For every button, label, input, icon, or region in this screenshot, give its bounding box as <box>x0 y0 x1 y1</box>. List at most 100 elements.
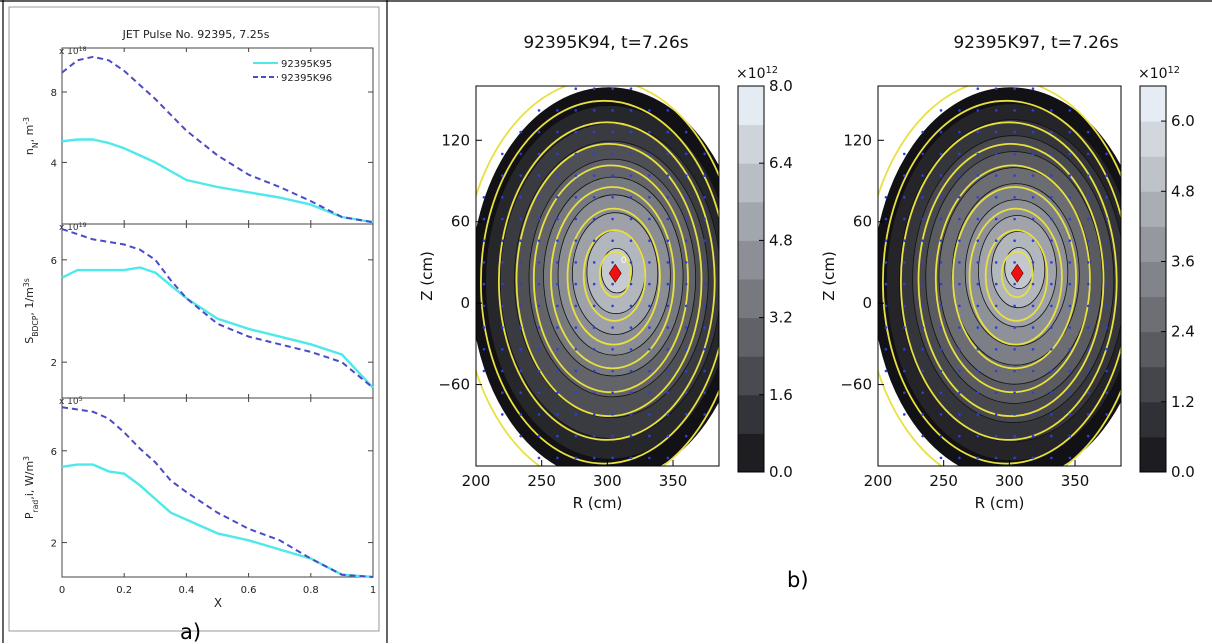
pixel-dot <box>1086 369 1090 373</box>
pixel-dot <box>501 348 504 351</box>
pixel-dot <box>884 369 888 373</box>
pixel-dot <box>994 413 998 416</box>
pixel-dot <box>501 304 504 308</box>
pixel-dot <box>611 413 614 416</box>
pixel-dot <box>939 239 943 242</box>
colorbar-segment <box>1140 366 1166 403</box>
series-line-92395K96 <box>61 406 374 578</box>
pixel-dot <box>648 217 651 221</box>
pixel-dot <box>684 217 688 221</box>
pixel-dot <box>556 326 559 329</box>
pixel-dot <box>1031 152 1035 156</box>
pixel-dot <box>958 456 961 460</box>
pixel-dot <box>629 304 633 308</box>
flux-surface <box>899 121 1118 441</box>
pixel-dot <box>666 434 670 438</box>
pixel-dot <box>939 196 943 199</box>
pixel-dot <box>994 456 998 460</box>
pixel-dot <box>921 304 924 308</box>
pixel-dot <box>537 239 541 242</box>
pixel-dot <box>592 239 596 242</box>
colorbar-segment <box>738 124 764 164</box>
colorbar-segment <box>1140 191 1166 227</box>
pixel-dot <box>958 282 961 286</box>
pixel-dot <box>648 369 651 373</box>
pixel-dot <box>666 196 670 199</box>
colorbar-frame <box>1139 85 1167 473</box>
pixel-dot <box>629 369 633 373</box>
y-multiplier: x 1019 <box>59 222 87 234</box>
pixel-dot <box>519 391 522 395</box>
pixel-dot <box>1013 152 1016 156</box>
pixel-dot <box>556 304 559 308</box>
colorbar-tick-label: 2.4 <box>1171 323 1195 341</box>
pixel-dot <box>976 413 980 416</box>
pixel-dot <box>592 282 596 286</box>
pixel-dot <box>519 239 522 242</box>
pixel-dot <box>666 369 670 373</box>
pixel-dot <box>1050 369 1053 373</box>
pixel-dot <box>648 434 651 438</box>
pixel-dot <box>1068 369 1072 373</box>
pixel-dot <box>611 282 614 286</box>
pixel-dot <box>482 217 486 221</box>
pixel-dot <box>1013 326 1016 329</box>
pixel-dot <box>574 109 578 112</box>
pixel-dot <box>629 391 633 395</box>
pixel-dot <box>629 87 633 90</box>
pixel-dot <box>976 109 980 112</box>
pixel-dot <box>994 130 998 134</box>
pixel-dot <box>684 348 688 351</box>
pixel-dot <box>537 413 541 416</box>
colorbar-segment <box>1140 261 1166 298</box>
pixel-dot <box>666 239 670 242</box>
pixel-dot <box>939 434 943 438</box>
pixel-dot <box>1105 261 1108 264</box>
pixel-dot <box>1050 413 1053 416</box>
pixel-dot <box>1068 174 1072 177</box>
pixel-dot <box>519 174 522 177</box>
pixel-dot <box>1105 282 1108 286</box>
colorbar-segment <box>1140 121 1166 157</box>
pixel-dot <box>574 456 578 460</box>
pixel-dot <box>976 239 980 242</box>
pixel-dot <box>1031 434 1035 438</box>
pixel-dot <box>537 196 541 199</box>
series-line-92395K95 <box>61 266 374 389</box>
pixel-dot <box>1068 261 1072 264</box>
pixel-dot <box>1068 239 1072 242</box>
pixel-dot <box>958 434 961 438</box>
pixel-dot <box>611 196 614 199</box>
pixel-dot <box>556 174 559 177</box>
pixel-dot <box>903 196 906 199</box>
axes-box-3 <box>61 397 374 578</box>
pixel-dot <box>958 239 961 242</box>
pixel-dot <box>939 109 943 112</box>
pixel-dot <box>1105 304 1108 308</box>
pixel-dot <box>1105 239 1108 242</box>
pixel-dot <box>574 413 578 416</box>
y-tick-label: 60 <box>853 213 872 231</box>
pixel-dot <box>482 239 486 242</box>
pixel-dot <box>666 152 670 156</box>
y-tick-label: 2 <box>51 358 57 369</box>
x-tick-label: 1 <box>370 585 376 596</box>
pixel-dot <box>903 413 906 416</box>
y-multiplier: x 105 <box>59 396 83 408</box>
pixel-dot <box>611 217 614 221</box>
colorbar-frame <box>737 85 765 473</box>
map-axes-box <box>475 85 720 467</box>
pixel-dot <box>574 196 578 199</box>
pixel-dot <box>939 261 943 264</box>
pixel-dot <box>1013 304 1016 308</box>
pixel-dot <box>921 239 924 242</box>
pixel-dot <box>1086 217 1090 221</box>
pixel-dot <box>994 348 998 351</box>
pixel-dot <box>1050 109 1053 112</box>
pixel-dot <box>592 261 596 264</box>
pixel-dot <box>519 261 522 264</box>
pixel-dot <box>648 152 651 156</box>
pixel-dot <box>537 369 541 373</box>
pixel-dot <box>519 413 522 416</box>
pixel-dot <box>939 456 943 460</box>
